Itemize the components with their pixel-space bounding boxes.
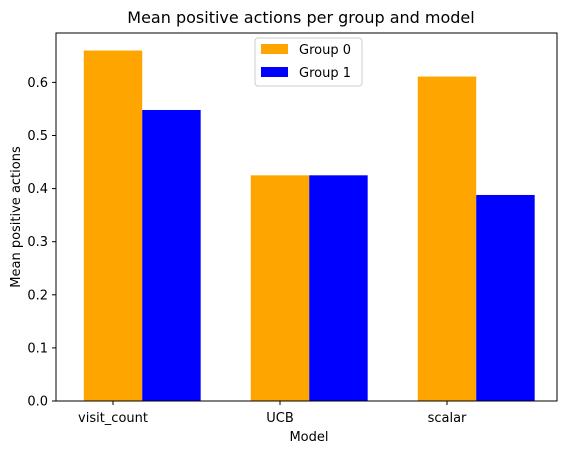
legend-swatch-group-1 <box>261 67 288 77</box>
legend-label-group-0: Group 0 <box>299 43 351 58</box>
y-tick-label: 0.3 <box>27 235 48 250</box>
x-tick-label: visit_count <box>78 411 148 426</box>
bar-ucb-group-0 <box>250 175 310 401</box>
bar-visit-count-group-0 <box>83 50 143 402</box>
y-tick-label: 0.4 <box>27 182 48 197</box>
chart-title: Mean positive actions per group and mode… <box>127 8 474 27</box>
x-tick-label: scalar <box>428 411 467 426</box>
y-tick-label: 0.0 <box>27 395 48 410</box>
plot-frame <box>55 32 558 402</box>
bar-ucb-group-1 <box>309 175 368 401</box>
bars-layer <box>83 50 535 402</box>
x-axis-label: Model <box>289 430 328 445</box>
y-tick-label: 0.1 <box>27 341 48 356</box>
legend: Group 0 Group 1 <box>254 37 363 87</box>
legend-label-group-1: Group 1 <box>299 66 351 81</box>
y-tick-label: 0.6 <box>27 76 48 91</box>
x-tick-label: UCB <box>266 411 294 426</box>
bar-visit-count-group-1 <box>142 109 201 401</box>
legend-swatch-group-0 <box>261 44 288 54</box>
bar-scalar-group-0 <box>417 76 477 402</box>
x-axis-ticks: visit_count UCB scalar <box>78 401 467 426</box>
y-tick-label: 0.5 <box>27 129 48 144</box>
y-axis-label: Mean positive actions <box>9 146 24 288</box>
y-tick-label: 0.2 <box>27 288 48 303</box>
y-axis-ticks: 0.0 0.1 0.2 0.3 0.4 0.5 0.6 <box>27 76 56 410</box>
bar-scalar-group-1 <box>476 194 535 401</box>
